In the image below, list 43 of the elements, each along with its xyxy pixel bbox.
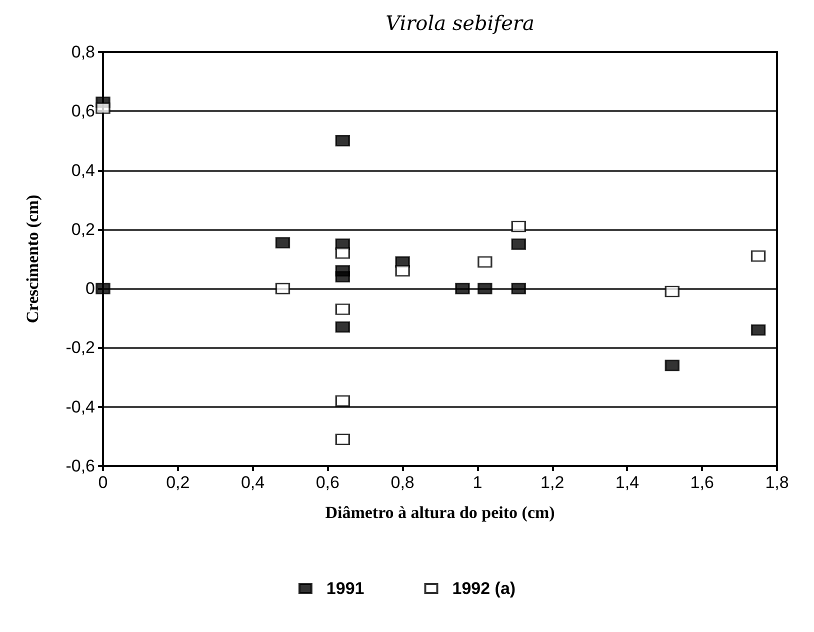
point xyxy=(455,282,470,294)
x-tick-label: 0,8 xyxy=(390,473,414,492)
point xyxy=(335,321,350,333)
x-tick-label: 1,4 xyxy=(615,473,640,492)
point xyxy=(335,247,350,259)
y-tick-label: -0,6 xyxy=(66,456,95,476)
y-tick-label: -0,2 xyxy=(66,338,95,358)
legend-label: 1992 (a) xyxy=(452,579,516,598)
point xyxy=(275,282,290,294)
x-tick-label: 1,2 xyxy=(540,473,564,492)
point xyxy=(335,134,350,146)
chart-title: Virola sebifera xyxy=(386,11,534,35)
point xyxy=(511,220,526,232)
x-tick-label: 1,6 xyxy=(690,473,714,492)
y-tick-label: 0,2 xyxy=(71,220,95,239)
x-tick-label: 1,8 xyxy=(765,473,789,492)
x-tick-label: 0,4 xyxy=(240,473,265,492)
point xyxy=(664,360,680,372)
x-tick-label: 0 xyxy=(98,473,108,492)
point xyxy=(664,286,680,298)
point xyxy=(751,250,766,262)
x-tick-label: 0,2 xyxy=(166,473,190,492)
point xyxy=(751,324,766,336)
point xyxy=(511,282,526,294)
legend-label: 1991 xyxy=(326,579,364,598)
y-tick-label: 0,4 xyxy=(71,160,95,180)
y-axis-title: Crescimento (cm) xyxy=(23,194,42,324)
point xyxy=(478,256,492,268)
x-tick-label: 1 xyxy=(472,473,482,492)
point xyxy=(96,282,110,294)
x-tick-label: 0,6 xyxy=(316,473,340,492)
point xyxy=(335,395,350,407)
y-tick-label: -0,4 xyxy=(66,397,95,416)
point xyxy=(335,270,350,282)
point xyxy=(395,265,410,277)
y-tick-label: 0,8 xyxy=(71,42,95,62)
point xyxy=(478,282,492,294)
point xyxy=(96,102,110,114)
x-axis-title: Diâmetro à altura do peito (cm) xyxy=(325,503,555,522)
y-tick-label: 0 xyxy=(86,279,95,298)
point xyxy=(511,238,526,250)
point xyxy=(275,236,290,248)
y-tick-label: 0,6 xyxy=(71,102,95,121)
